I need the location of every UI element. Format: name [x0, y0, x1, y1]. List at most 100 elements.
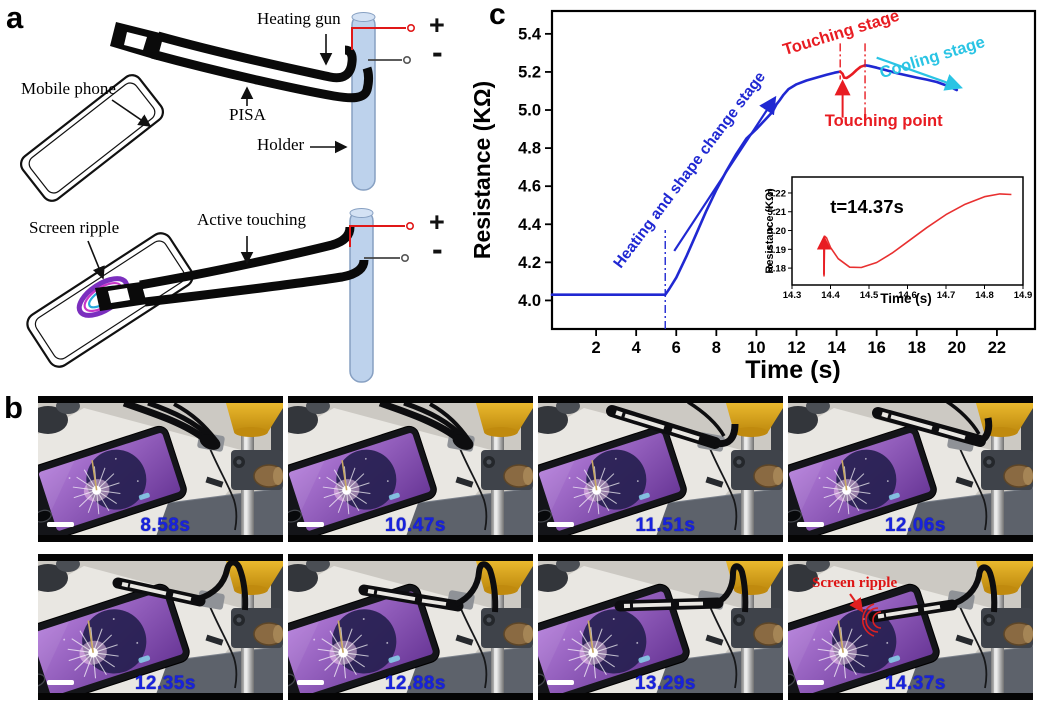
scale-bar [797, 680, 824, 685]
x-tick-label: 18 [908, 339, 926, 357]
mobile-phone-arrow [111, 99, 152, 127]
pisa-arm [378, 399, 474, 450]
wire [457, 443, 488, 531]
panel-label-c: c [489, 0, 506, 31]
experiment-photo [38, 396, 283, 542]
letterbox-top [788, 396, 1033, 403]
clamp-block [231, 450, 283, 490]
phone [288, 583, 440, 700]
photo-frame-3: 11.51s [538, 396, 783, 542]
inset-chart: 14.3 14.4 14.5 14.6 14.7 14.8 14.9 5.18 5.19 5.20… [764, 176, 1033, 306]
y-axis-title: Resistance (KΩ) [469, 81, 495, 259]
letterbox-top [288, 396, 533, 403]
x-tick-label: 12 [787, 339, 805, 357]
holder-label: Holder [257, 135, 305, 154]
clamp-block [481, 450, 533, 490]
x-tick-label: 20 [948, 339, 966, 357]
y-tick-label: 4.2 [518, 254, 541, 272]
x-tick-label: 2 [591, 339, 600, 357]
letterbox-bottom [288, 535, 533, 542]
home-button [288, 509, 302, 523]
svg-text:14.9: 14.9 [1014, 290, 1033, 301]
wire [457, 601, 488, 689]
timestamp: 13.29s [634, 673, 696, 694]
pisa-label: PISA [229, 105, 266, 124]
annotation-arrows-bottom [87, 236, 254, 280]
positive-terminal-dot [406, 23, 415, 32]
bench-clip [955, 634, 974, 646]
experiment-photo [788, 554, 1033, 700]
letterbox-bottom [38, 535, 283, 542]
svg-text:14.5: 14.5 [860, 290, 879, 301]
timestamp: 11.51s [635, 515, 696, 536]
guide-arrow [876, 56, 963, 91]
letterbox-top [788, 554, 1033, 561]
pisa-arm [122, 399, 221, 450]
phone [38, 425, 187, 542]
positive-terminal-bottom: + [429, 207, 445, 237]
clamp-block [481, 608, 533, 648]
phone [788, 425, 937, 542]
pisa-arm [614, 563, 749, 613]
y-tick-label: 4.8 [518, 140, 541, 158]
positive-terminal-top: + [429, 10, 445, 40]
screen-ripple-marks [849, 593, 882, 637]
phone [288, 425, 437, 542]
pisa-arm [872, 399, 993, 447]
yellow-clamp [224, 396, 283, 437]
dandelion-core [842, 485, 852, 495]
y-tick-label: 5.0 [518, 102, 541, 120]
pisa-actuator-bottom [95, 226, 369, 311]
letterbox-top [38, 554, 283, 561]
y-tick-label: 4.6 [518, 178, 541, 196]
home-button [538, 673, 546, 688]
negative-terminal-top: - [432, 34, 443, 70]
phone [38, 583, 190, 700]
home-button [538, 509, 552, 523]
timestamp: 12.88s [384, 673, 446, 694]
wire [957, 601, 988, 689]
guide-arrow [673, 95, 777, 252]
photo-frame-4: 12.06s [788, 396, 1033, 542]
svg-text:14.3: 14.3 [783, 290, 802, 301]
wires-top [351, 23, 415, 64]
curve-cooling [863, 64, 959, 92]
experiment-photo [38, 554, 283, 700]
pisa-arm [606, 400, 739, 449]
letterbox-bottom [538, 535, 783, 542]
mobile-phone-outline-top [20, 74, 164, 202]
curve-touching-dip [838, 64, 867, 80]
letterbox-bottom [538, 693, 783, 700]
negative-terminal-bottom: - [432, 231, 443, 267]
clamp-block [981, 608, 1033, 648]
screen-ripple-arrow [87, 240, 105, 280]
heating-gun-label: Heating gun [257, 9, 341, 28]
yellow-clamp [724, 396, 783, 437]
scale-bar [297, 522, 324, 527]
x-axis-title: Time (s) [745, 356, 840, 384]
bench-clip [205, 634, 224, 646]
home-button [788, 673, 796, 688]
pisa-arm [849, 564, 998, 637]
panel-a-schematic [20, 12, 415, 383]
inset-x-title: Time (s) [880, 291, 932, 306]
clamp-block [231, 608, 283, 648]
letterbox-bottom [788, 535, 1033, 542]
svg-text:5.19: 5.19 [768, 245, 787, 256]
wire [707, 443, 738, 531]
holder-bottom [349, 208, 374, 383]
clamp-block [731, 450, 783, 490]
x-tick-label: 8 [712, 339, 721, 357]
timestamp: 10.47s [384, 515, 446, 536]
photo-frame-6: 12.88s [288, 554, 533, 700]
x-tick-label: 14 [827, 339, 846, 357]
wire [207, 601, 238, 689]
panel-label-b: b [4, 390, 23, 425]
pisa-arm [358, 561, 499, 613]
svg-text:14.7: 14.7 [937, 290, 956, 301]
svg-text:14.6: 14.6 [898, 290, 917, 301]
scale-bar [297, 680, 324, 685]
home-button [788, 509, 802, 523]
scale-bar [547, 680, 574, 685]
